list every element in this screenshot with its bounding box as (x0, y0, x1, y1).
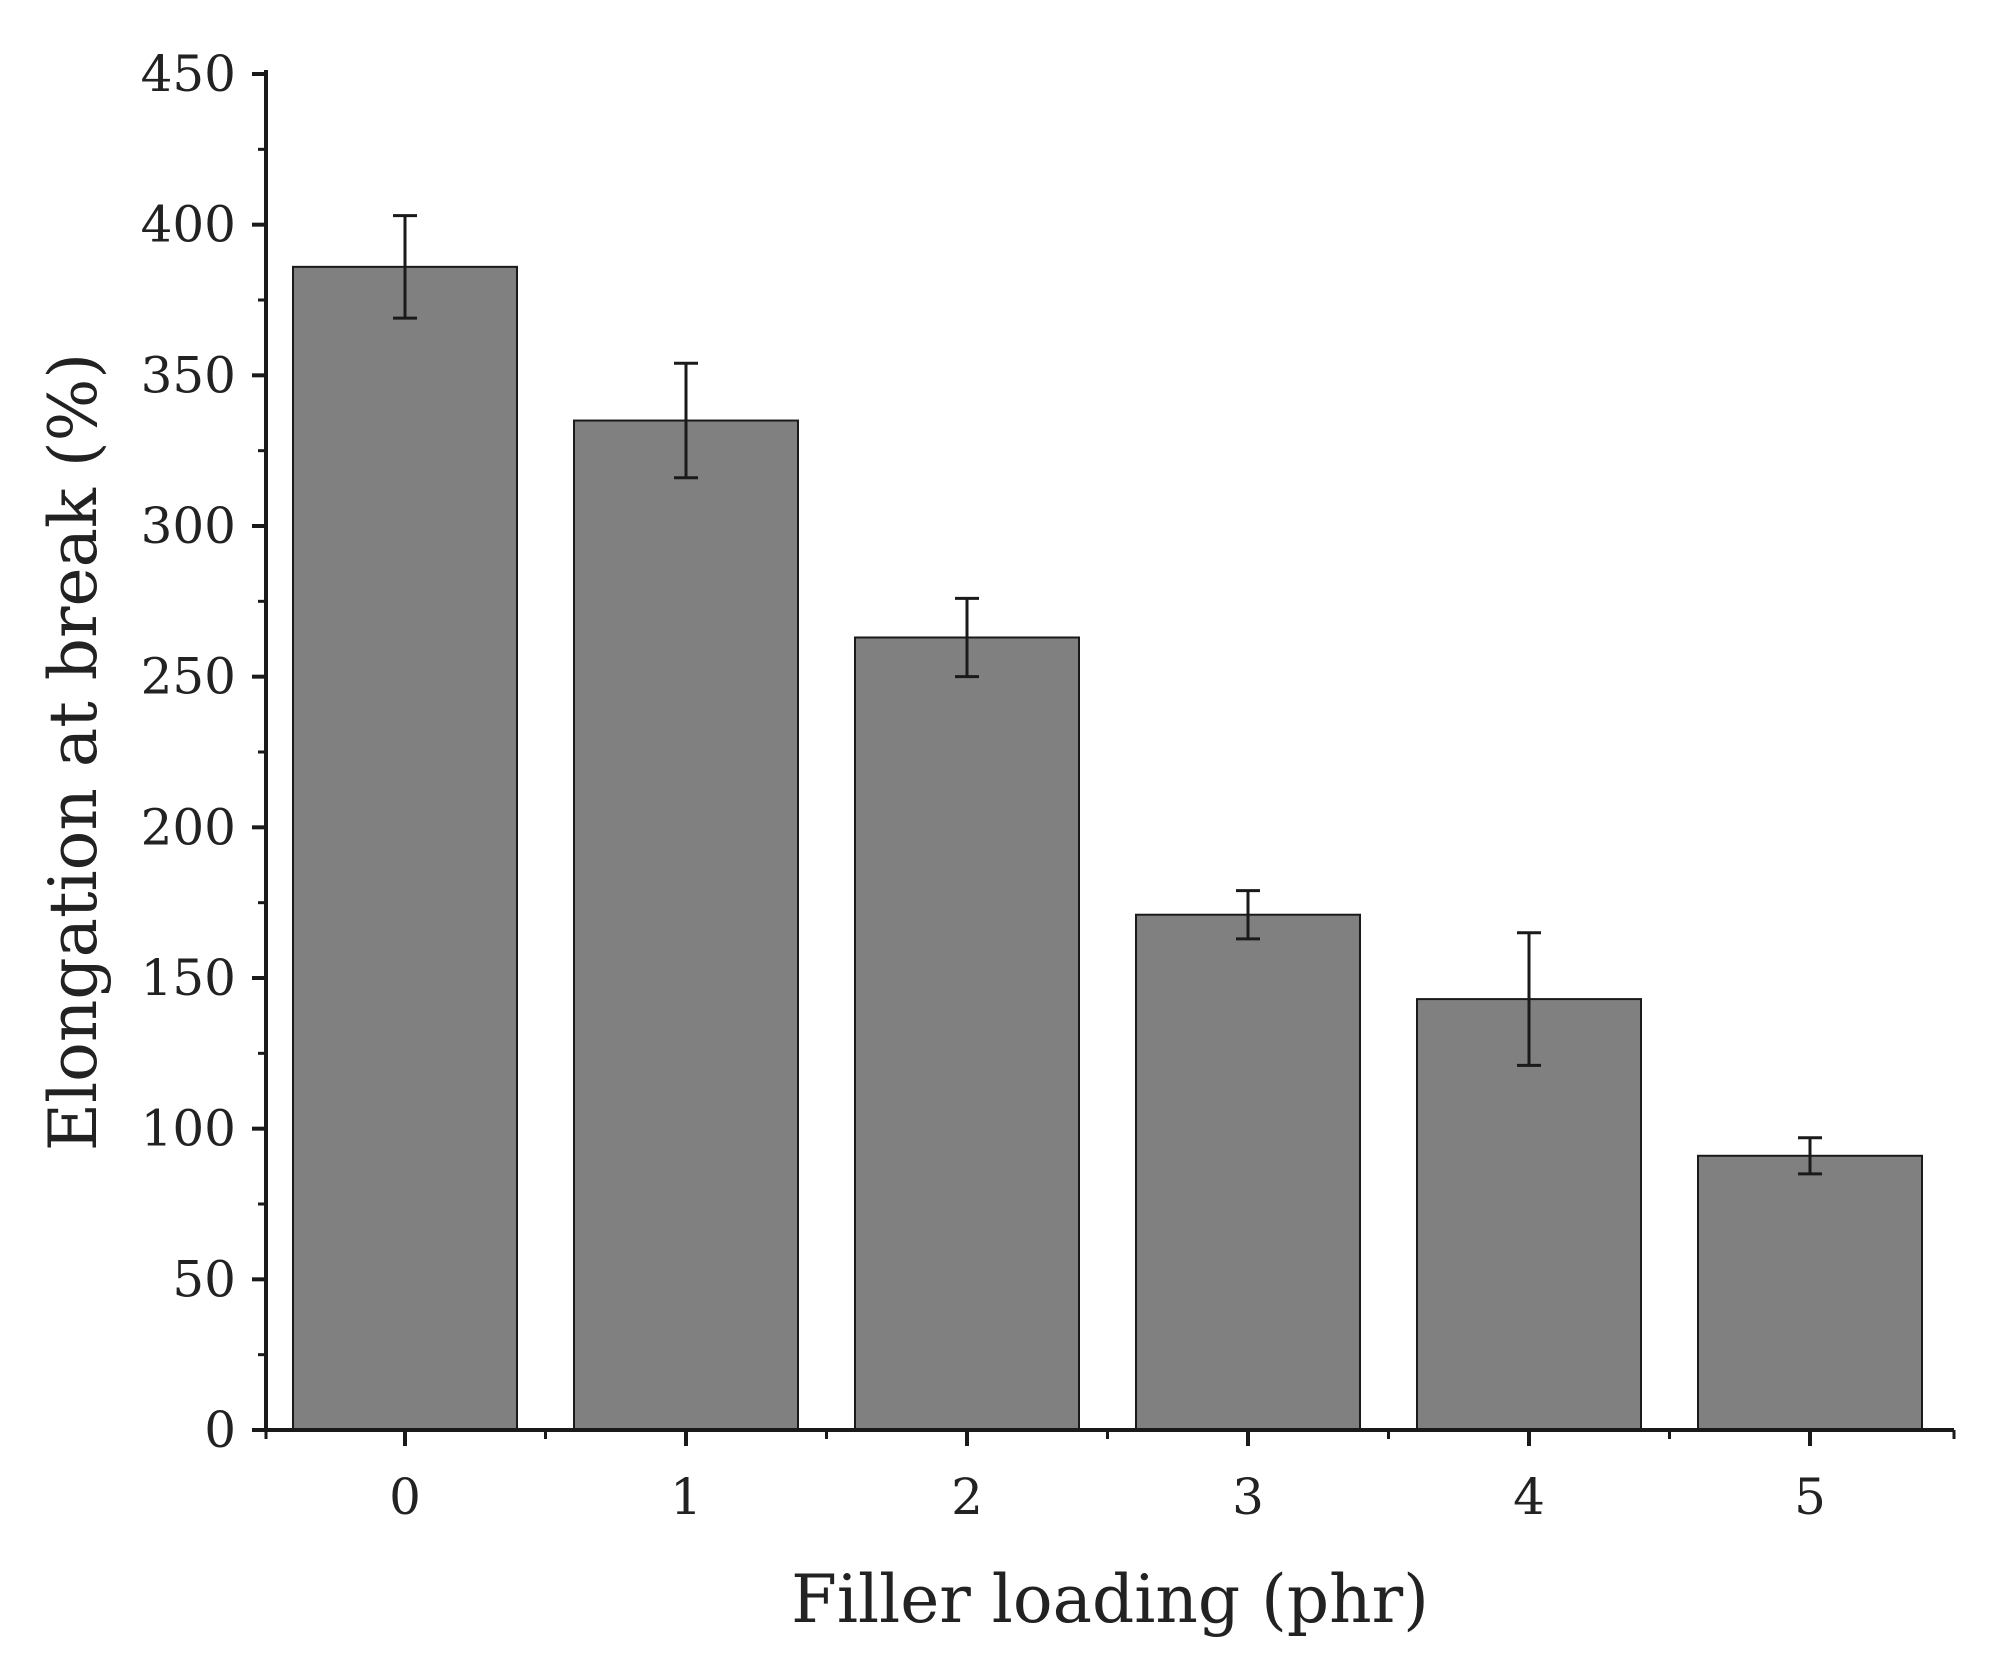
x-tick-label-2: 2 (951, 1468, 983, 1526)
y-tick-label-250: 250 (141, 648, 236, 706)
x-axis-ticks: 0 1 2 3 4 5 (264, 1430, 1956, 1526)
y-tick-label-200: 200 (141, 798, 236, 856)
y-tick-label-0: 0 (204, 1401, 236, 1459)
error-bar-1 (674, 361, 698, 480)
bars (292, 265, 1923, 1431)
error-bar-2 (955, 596, 979, 679)
error-bars (393, 214, 1822, 1176)
x-tick-label-3: 3 (1232, 1468, 1264, 1526)
y-tick-label-300: 300 (141, 497, 236, 555)
bar-5 (1697, 1154, 1923, 1431)
bar-2 (854, 636, 1080, 1431)
bar-3 (1135, 913, 1361, 1431)
y-tick-label-50: 50 (172, 1250, 236, 1308)
y-tick-label-100: 100 (141, 1100, 236, 1158)
axes (264, 70, 1954, 1432)
x-tick-label-4: 4 (1513, 1468, 1545, 1526)
y-axis-ticks: 0 50 100 150 200 250 300 350 400 450 (141, 45, 266, 1459)
x-axis-title: Filler loading (phr) (791, 1561, 1429, 1638)
x-tick-label-0: 0 (389, 1468, 421, 1526)
y-axis-title: Elongation at break (%) (35, 353, 112, 1151)
y-tick-label-350: 350 (141, 346, 236, 404)
y-tick-label-450: 450 (141, 45, 236, 103)
error-bar-4 (1517, 931, 1541, 1067)
bar-0 (292, 265, 518, 1431)
x-tick-label-1: 1 (670, 1468, 702, 1526)
y-tick-label-400: 400 (141, 196, 236, 254)
error-bar-0 (393, 214, 417, 320)
bar-1 (573, 419, 799, 1431)
y-tick-label-150: 150 (141, 949, 236, 1007)
x-tick-label-5: 5 (1794, 1468, 1826, 1526)
error-bar-3 (1236, 889, 1260, 941)
bar-4 (1416, 998, 1642, 1431)
error-bar-5 (1798, 1136, 1822, 1176)
